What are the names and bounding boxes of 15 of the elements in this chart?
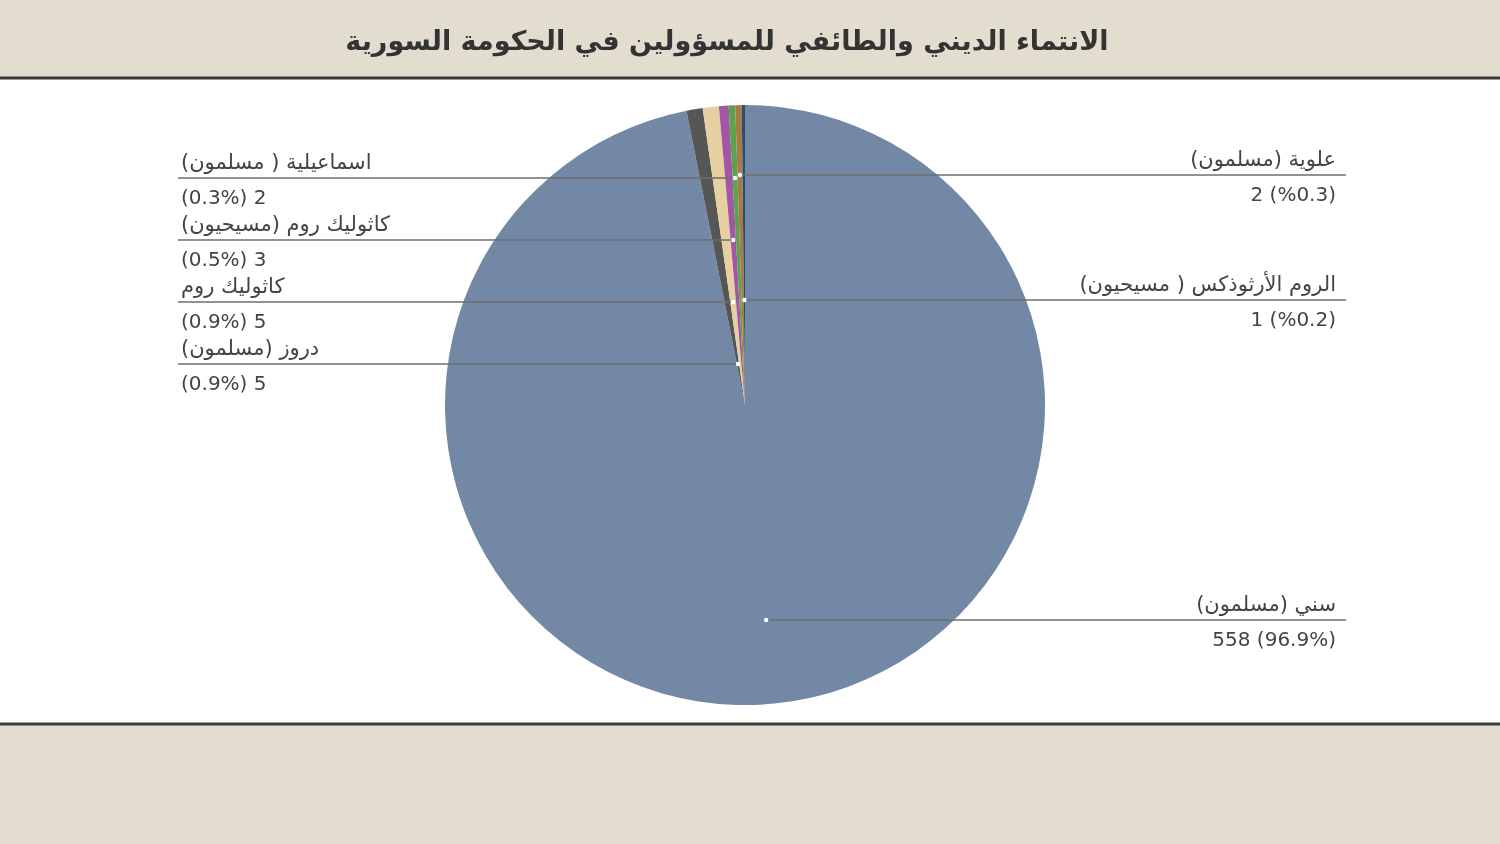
data-label: (0.9%) 5 <box>181 371 267 395</box>
slice-label: كاثوليك روم <box>181 274 285 298</box>
data-label: (0.9%) 5 <box>181 309 267 333</box>
data-label: 1 (%0.2) <box>1250 307 1336 331</box>
data-label: 2 (%0.3) <box>1250 182 1336 206</box>
slice-label: دروز (مسلمون) <box>181 336 320 360</box>
slice-label: كاثوليك روم (مسيحيون) <box>181 212 391 236</box>
data-label: (0.3%) 2 <box>181 185 267 209</box>
slice-label: اسماعيلية ( مسلمون) <box>181 150 372 174</box>
slice-label: سني (مسلمون) <box>1196 591 1336 616</box>
chart-title: الانتماء الديني والطائفي للمسؤولين في الحكومة السورية <box>345 25 1109 57</box>
data-label: 558 (96.9%) <box>1212 626 1336 651</box>
slice-label: علوية (مسلمون) <box>1190 147 1336 171</box>
slice-label: الروم الأرثوذكس ( مسيحيون) <box>1079 271 1336 296</box>
data-label: (0.5%) 3 <box>181 247 267 271</box>
